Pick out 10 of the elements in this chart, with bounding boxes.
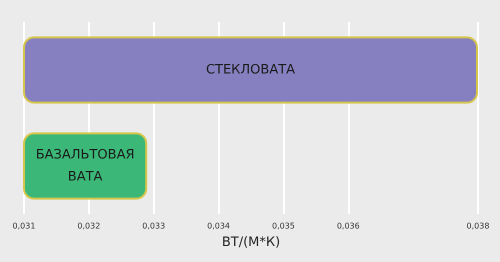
- y-tick-label: БАЗАЛЬТОВАЯ ВАТА: [36, 148, 134, 184]
- x-tick-label: 0,034: [207, 222, 230, 230]
- x-tick-label: 0,038: [466, 222, 490, 230]
- x-tick-label: 0,031: [12, 222, 36, 230]
- x-axis-title: ВТ/(М*К): [222, 235, 280, 250]
- x-tick-label: 0,036: [336, 222, 360, 230]
- x-tick-label: 0,035: [272, 222, 295, 230]
- x-tick-label: 0,032: [77, 222, 100, 230]
- x-tick-label: 0,033: [142, 222, 166, 230]
- y-tick-label: СТЕКЛОВАТА: [206, 62, 296, 78]
